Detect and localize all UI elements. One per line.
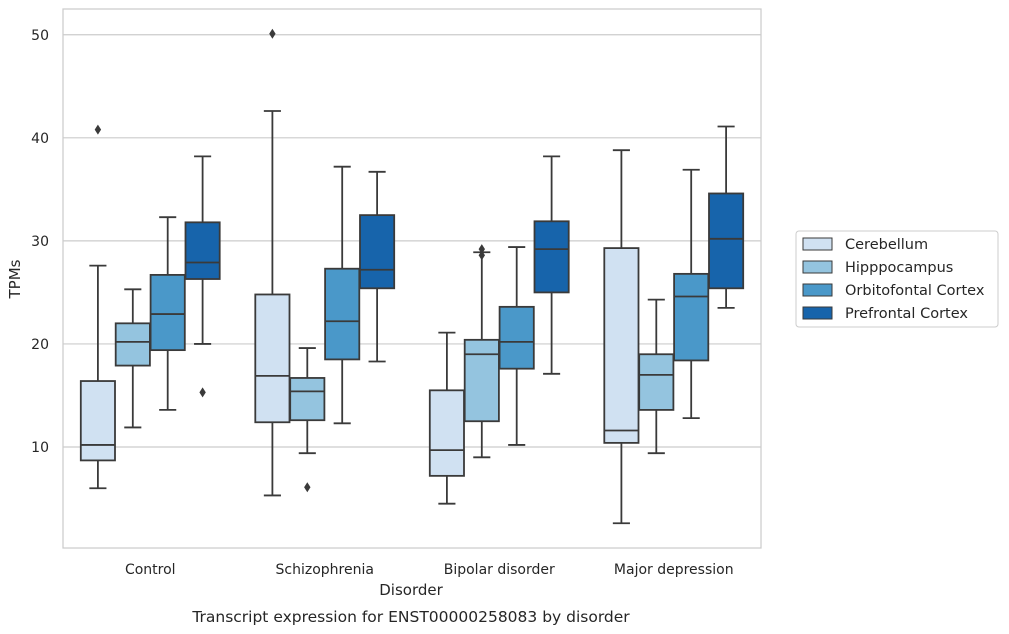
box-orbitofontal-cortex [324, 165, 361, 425]
iqr-box [149, 273, 186, 352]
box-prefrontal-cortex [708, 125, 745, 309]
y-tick-label: 40 [31, 131, 49, 147]
box-orbitofontal-cortex [498, 246, 535, 446]
iqr-box [603, 247, 640, 444]
outlier-point [478, 250, 485, 261]
iqr-box [359, 214, 396, 290]
x-tick-label: Control [125, 562, 176, 578]
box-hipppocampus [638, 298, 675, 455]
box-groups [79, 28, 745, 525]
legend-swatch [802, 306, 833, 320]
iqr-box [498, 305, 535, 370]
legend-swatch [802, 260, 833, 274]
x-axis-label: Disorder [379, 581, 443, 599]
y-axis-ticks: 10 20 30 40 50 [31, 28, 49, 456]
box-orbitofontal-cortex [149, 216, 186, 411]
outlier-point [478, 244, 485, 255]
iqr-box [708, 192, 745, 290]
y-axis-label: TPMs [6, 259, 24, 299]
legend-swatch [802, 283, 833, 297]
iqr-box [428, 389, 465, 477]
chart-caption: Transcript expression for ENST0000025808… [191, 608, 630, 626]
iqr-box [79, 380, 116, 462]
iqr-box [533, 220, 570, 294]
x-axis-ticks: Control Schizophrenia Bipolar disorder Majo… [125, 562, 734, 578]
iqr-box [114, 322, 151, 367]
legend-swatch [802, 237, 833, 251]
y-tick-label: 10 [31, 440, 49, 456]
x-tick-label: Major depression [614, 562, 734, 578]
outlier-point [269, 28, 276, 39]
y-tick-label: 50 [31, 28, 49, 44]
legend-frame [795, 230, 999, 328]
outlier-point [94, 124, 102, 135]
box-prefrontal-cortex [533, 155, 570, 375]
box-hipppocampus [289, 347, 326, 493]
legend-label: Prefrontal Cortex [845, 306, 968, 322]
iqr-box [289, 377, 326, 422]
box-cerebellum [428, 331, 465, 505]
legend-label: Cerebellum [845, 237, 928, 253]
iqr-box [324, 267, 361, 361]
box-orbitofontal-cortex [673, 168, 710, 420]
box-cerebellum [603, 149, 640, 525]
iqr-box [184, 221, 221, 280]
x-tick-label: Schizophrenia [276, 562, 374, 578]
y-tick-label: 30 [31, 234, 49, 250]
iqr-box [254, 293, 291, 424]
x-tick-label: Bipolar disorder [444, 562, 555, 578]
y-tick-label: 20 [31, 337, 49, 353]
box-hipppocampus [114, 288, 151, 429]
iqr-box [638, 353, 675, 411]
legend-label: Orbitofontal Cortex [845, 283, 985, 299]
outlier-point [304, 482, 311, 493]
box-hipppocampus [463, 244, 500, 459]
box-prefrontal-cortex [184, 155, 221, 398]
box-cerebellum [254, 28, 291, 497]
legend: Cerebellum Hipppocampus Orbitofontal Corte… [795, 230, 999, 328]
box-prefrontal-cortex [359, 170, 396, 363]
iqr-box [463, 338, 500, 423]
box-cerebellum [79, 124, 116, 490]
legend-label: Hipppocampus [845, 260, 953, 276]
plot-area-frame [62, 8, 762, 549]
outlier-point [199, 387, 206, 398]
iqr-box [673, 272, 710, 362]
